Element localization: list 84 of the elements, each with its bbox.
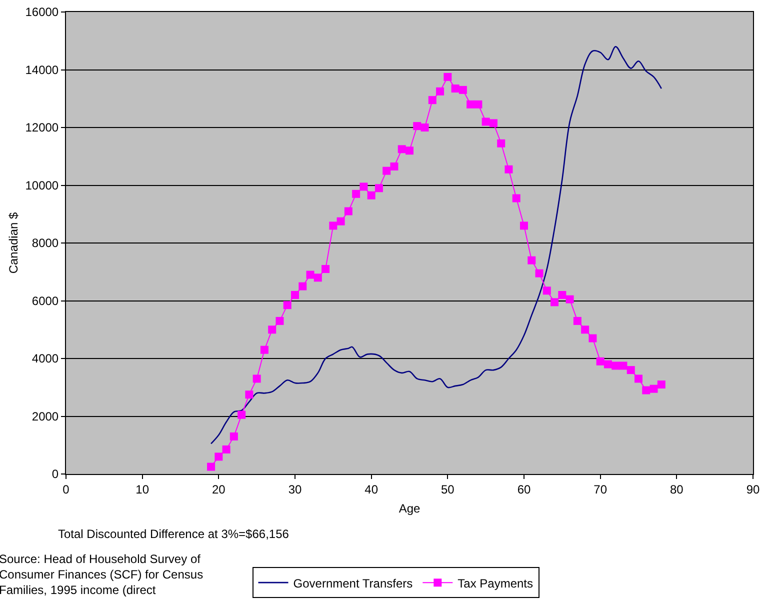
point [482, 118, 490, 126]
point [314, 274, 322, 282]
point [642, 386, 650, 394]
x-tick-label: 0 [62, 482, 70, 496]
x-tick-label: 60 [517, 482, 531, 496]
point [436, 87, 444, 96]
x-tick-label: 80 [670, 482, 684, 496]
point [298, 282, 307, 290]
point [268, 326, 276, 334]
point [504, 165, 513, 174]
point [573, 316, 582, 325]
point [360, 182, 368, 191]
point [283, 301, 292, 310]
x-tick-label: 50 [440, 482, 455, 496]
point [596, 357, 604, 366]
point [634, 374, 642, 383]
point [626, 366, 635, 374]
point [588, 334, 597, 342]
point [344, 207, 352, 216]
point [214, 452, 223, 461]
x-axis-title: Age [398, 501, 420, 516]
point [451, 84, 460, 93]
y-tick-label: 14000 [25, 62, 59, 77]
point [512, 194, 520, 202]
point [352, 190, 360, 198]
point [260, 346, 268, 354]
x-tick-label: 20 [212, 482, 226, 496]
point [520, 222, 528, 230]
point [252, 374, 261, 383]
point [566, 295, 574, 304]
point [306, 270, 314, 279]
point [558, 290, 566, 299]
x-tick-label: 40 [364, 482, 378, 496]
x-tick-label: 90 [746, 482, 760, 496]
point [291, 290, 299, 299]
point [444, 72, 452, 81]
y-tick-label: 0 [52, 467, 59, 482]
point [497, 139, 506, 148]
x-tick-label: 70 [594, 482, 608, 496]
point [528, 256, 536, 264]
y-axis-title: Canadian $ [6, 212, 21, 274]
point [238, 410, 246, 419]
point [322, 264, 330, 273]
legend-label: Government Transfers [293, 576, 413, 590]
point [382, 166, 391, 175]
point [604, 360, 612, 368]
point [542, 286, 551, 295]
point [245, 390, 254, 399]
y-tick-label: 6000 [32, 294, 59, 308]
point [390, 162, 398, 170]
point [329, 222, 338, 230]
y-tick-label: 2000 [32, 409, 59, 424]
point [619, 362, 628, 370]
y-tick-label: 10000 [25, 178, 59, 192]
point [276, 316, 284, 325]
x-tick-label: 30 [288, 482, 302, 496]
point [207, 462, 216, 471]
x-tick-label: 10 [136, 482, 150, 496]
point [535, 269, 544, 278]
point [657, 380, 666, 388]
point [489, 119, 498, 128]
y-tick-label: 12000 [25, 120, 59, 135]
point [420, 124, 429, 132]
point [466, 100, 475, 108]
legend-label: Tax Payments [458, 576, 534, 590]
point [650, 384, 658, 393]
point [374, 184, 383, 192]
point [222, 445, 230, 454]
point [413, 122, 422, 130]
point [581, 326, 590, 334]
point [474, 100, 482, 108]
point [336, 217, 345, 226]
point [550, 298, 559, 306]
point [398, 145, 406, 154]
point [367, 191, 376, 200]
point [612, 362, 620, 370]
point [458, 86, 467, 94]
y-tick-label: 4000 [32, 352, 59, 366]
point [406, 146, 414, 155]
y-tick-label: 8000 [32, 236, 59, 250]
text: Total Discounted Difference at 3%=$66,156 [58, 527, 290, 541]
point [428, 96, 436, 104]
y-tick-label: 16000 [25, 5, 59, 20]
point [230, 432, 238, 440]
